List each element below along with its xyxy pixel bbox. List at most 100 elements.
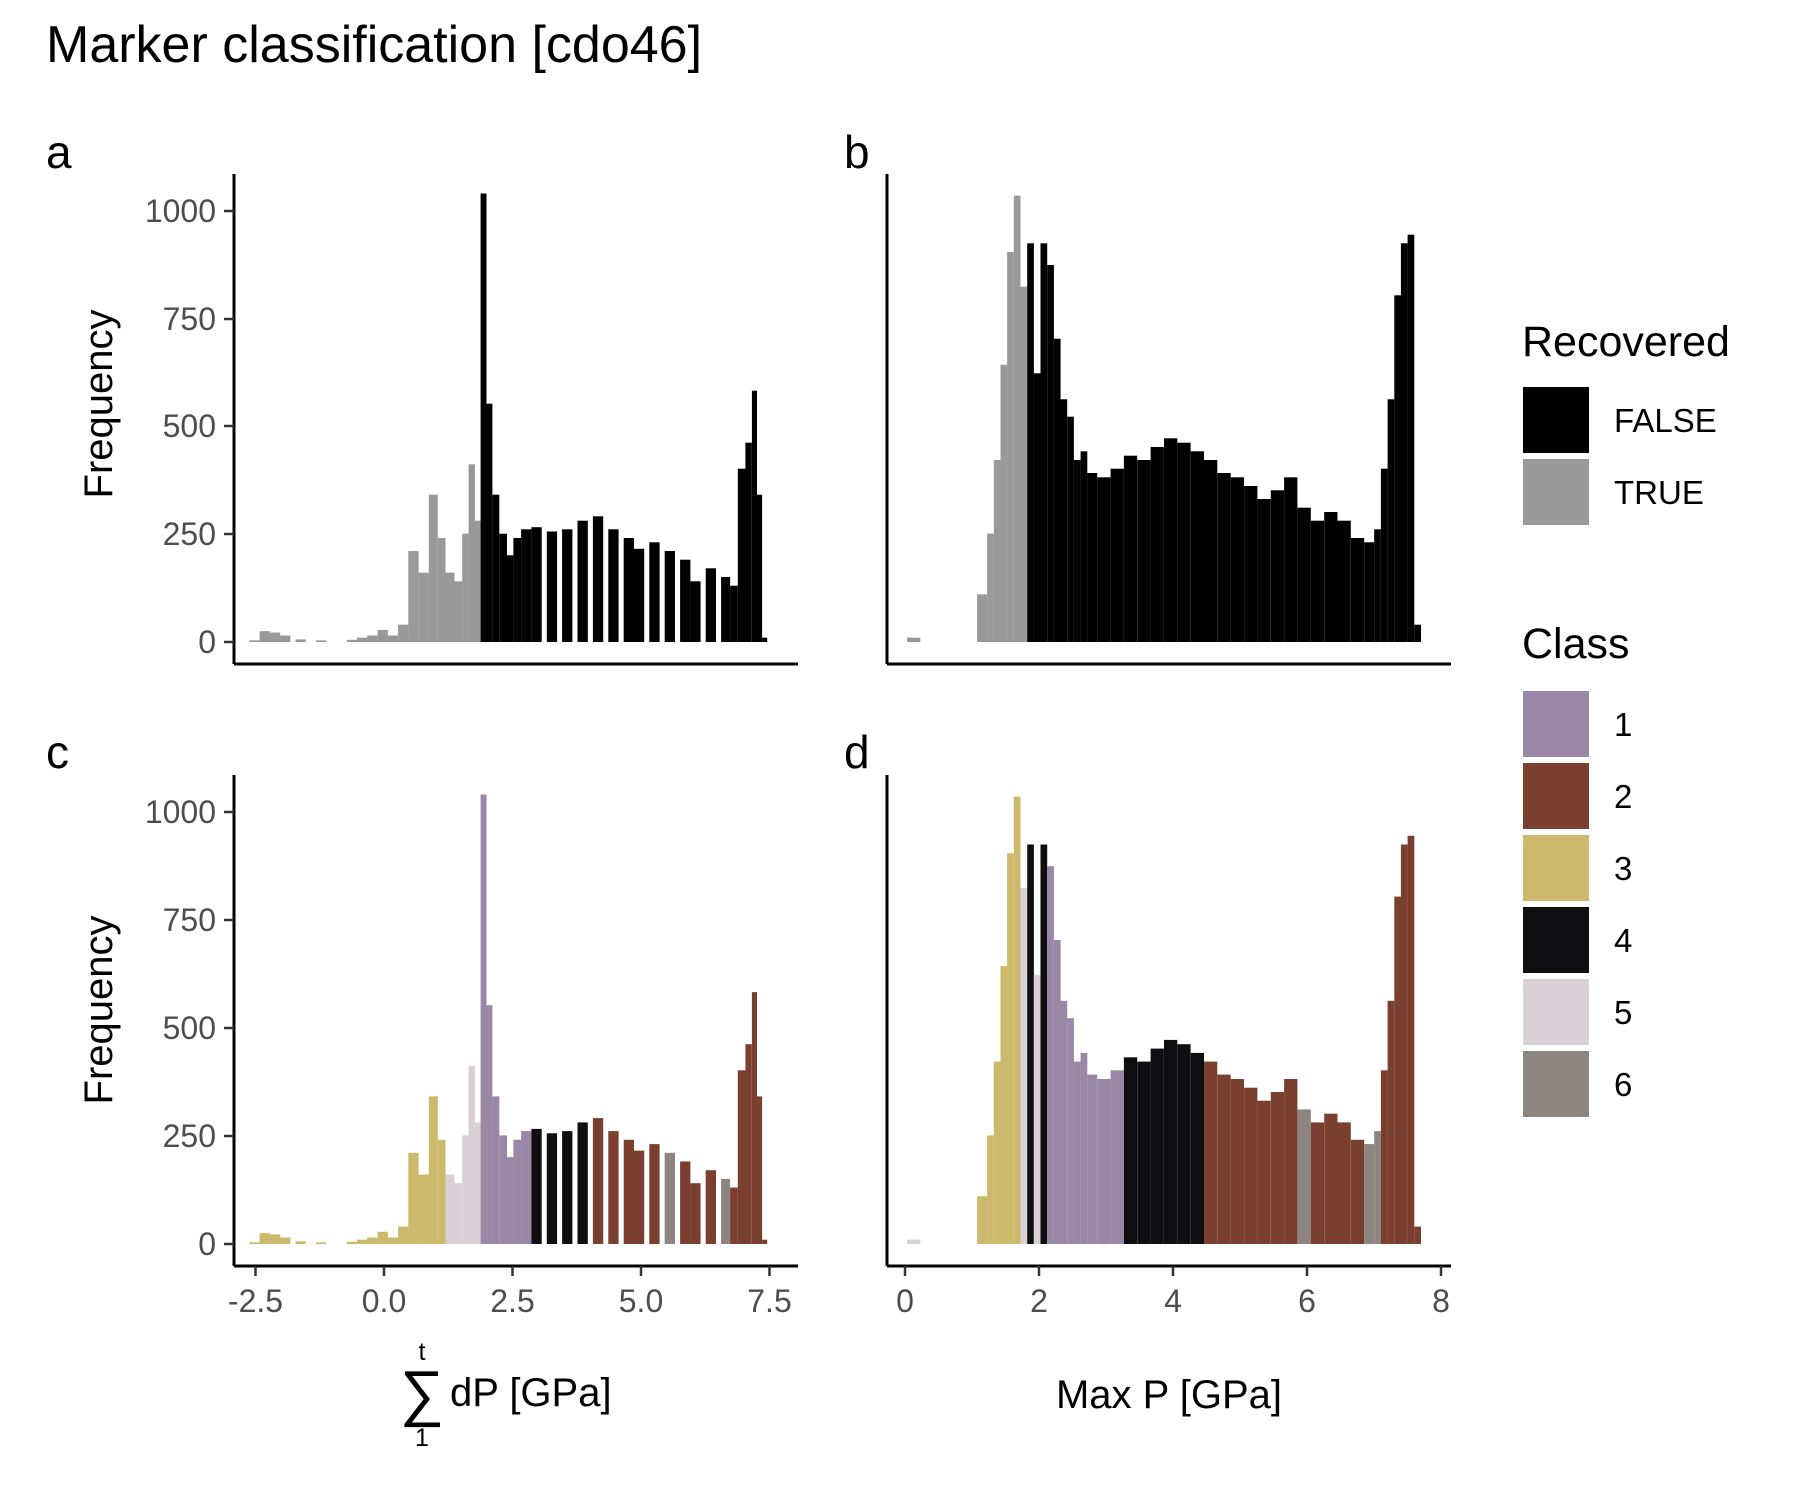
histogram-bar (1137, 460, 1151, 642)
histogram-bar (486, 1005, 493, 1244)
histogram-bar (486, 403, 493, 642)
histogram-bar (398, 624, 409, 642)
histogram-bar (1097, 1079, 1111, 1244)
histogram-bar (1027, 844, 1034, 1244)
sum-lower-limit: 1 (415, 1424, 429, 1452)
histogram-bar (445, 1174, 455, 1244)
histogram-bar (705, 568, 716, 642)
histogram-bar (1150, 447, 1164, 642)
histogram-bar (475, 520, 481, 642)
panel-d-x-tick-label: 6 (1298, 1283, 1316, 1319)
histogram-bar (346, 1241, 358, 1244)
histogram-bar (445, 572, 455, 642)
legend-recovered: Recovered FALSE TRUE (1521, 318, 1730, 527)
histogram-bar (1337, 520, 1351, 642)
panel-a-bars (249, 193, 768, 642)
histogram-bar (1350, 538, 1365, 642)
histogram-bar (977, 1196, 988, 1244)
histogram-bar (1073, 1061, 1081, 1244)
panel-a-y-axis-title: Frequency (77, 310, 121, 499)
histogram-bar (1080, 451, 1088, 642)
histogram-bar (249, 1242, 260, 1244)
histogram-bar (608, 529, 619, 642)
histogram-bar (1087, 473, 1098, 642)
histogram-bar (408, 1152, 419, 1244)
histogram-bar (295, 1241, 306, 1244)
panel-d-x-ticks: 0 2 4 6 8 (896, 1266, 1450, 1319)
panel-b: b (844, 126, 1451, 666)
histogram-bar (546, 1133, 558, 1244)
sum-upper-limit: t (419, 1338, 426, 1366)
histogram-bar (737, 468, 746, 642)
histogram-bar (1087, 1074, 1098, 1244)
histogram-bar (705, 1170, 716, 1244)
histogram-bar (1040, 844, 1048, 1244)
histogram-bar (367, 1237, 378, 1244)
histogram-bar (1244, 1087, 1258, 1244)
histogram-bar (1067, 416, 1074, 642)
histogram-bar (1230, 477, 1244, 642)
histogram-bar (1374, 1131, 1381, 1244)
histogram-bar (1217, 473, 1231, 642)
panel-d-x-tick-label: 8 (1432, 1283, 1450, 1319)
histogram-bar (745, 442, 752, 642)
histogram-bar (280, 635, 291, 642)
sum-symbol-icon: ∑ (400, 1359, 444, 1428)
legend-label-class-1: 1 (1614, 706, 1632, 743)
histogram-bar (1020, 286, 1028, 642)
histogram-bar (1123, 1057, 1138, 1244)
histogram-bar (316, 1242, 327, 1244)
panel-tag-c: c (46, 726, 69, 778)
histogram-bar (721, 1178, 731, 1244)
panel-tag-a: a (46, 126, 72, 178)
histogram-bar (437, 538, 446, 642)
histogram-bar (521, 529, 532, 642)
histogram-bar (295, 639, 306, 642)
legend-swatch-false (1521, 385, 1591, 455)
panel-a-y-tick-label: 750 (163, 301, 216, 337)
histogram-bar (1400, 844, 1408, 1244)
histogram-bar (1204, 460, 1218, 642)
legend-label-class-6: 6 (1614, 1066, 1632, 1103)
histogram-bar (280, 1237, 291, 1244)
histogram-bar (1364, 1144, 1375, 1244)
panel-a-y-tick-label: 0 (198, 624, 216, 660)
histogram-bar (721, 577, 731, 642)
legend-label-class-3: 3 (1614, 850, 1632, 887)
histogram-bar (475, 1122, 481, 1244)
histogram-bar (1394, 896, 1401, 1244)
histogram-bar (1097, 477, 1111, 642)
histogram-bar (1047, 265, 1054, 642)
histogram-bar (1060, 399, 1068, 642)
histogram-bar (1073, 460, 1081, 642)
legend-swatch-class-3 (1521, 833, 1591, 903)
panel-c-y-tick-label: 250 (163, 1118, 216, 1154)
panel-d-bars (907, 796, 1421, 1244)
histogram-bar (492, 494, 500, 642)
panel-c-bars (249, 794, 768, 1244)
histogram-bar (1013, 796, 1021, 1244)
histogram-bar (1007, 853, 1014, 1244)
legend-swatch-true (1521, 457, 1591, 527)
histogram-bar (1387, 1000, 1395, 1244)
panel-c-y-tick-label: 750 (163, 902, 216, 938)
histogram-bar (592, 516, 604, 642)
histogram-bar (1067, 1018, 1074, 1244)
histogram-bar (418, 572, 429, 642)
histogram-bar (1407, 234, 1415, 642)
histogram-bar (730, 1187, 738, 1244)
histogram-bar (1270, 490, 1285, 642)
histogram-bar (1080, 1052, 1088, 1244)
histogram-bar (1217, 1074, 1231, 1244)
histogram-bar (531, 527, 542, 642)
histogram-bar (513, 1139, 522, 1244)
histogram-bar (1337, 1122, 1351, 1244)
histogram-bar (454, 1183, 463, 1244)
histogram-bar (387, 635, 399, 642)
histogram-bar (1297, 1109, 1311, 1244)
histogram-bar (1040, 243, 1048, 643)
histogram-bar (987, 1135, 994, 1244)
histogram-bar (1053, 338, 1061, 642)
panel-c-x-tick-label: -2.5 (228, 1283, 283, 1319)
histogram-bar (1060, 1000, 1068, 1244)
